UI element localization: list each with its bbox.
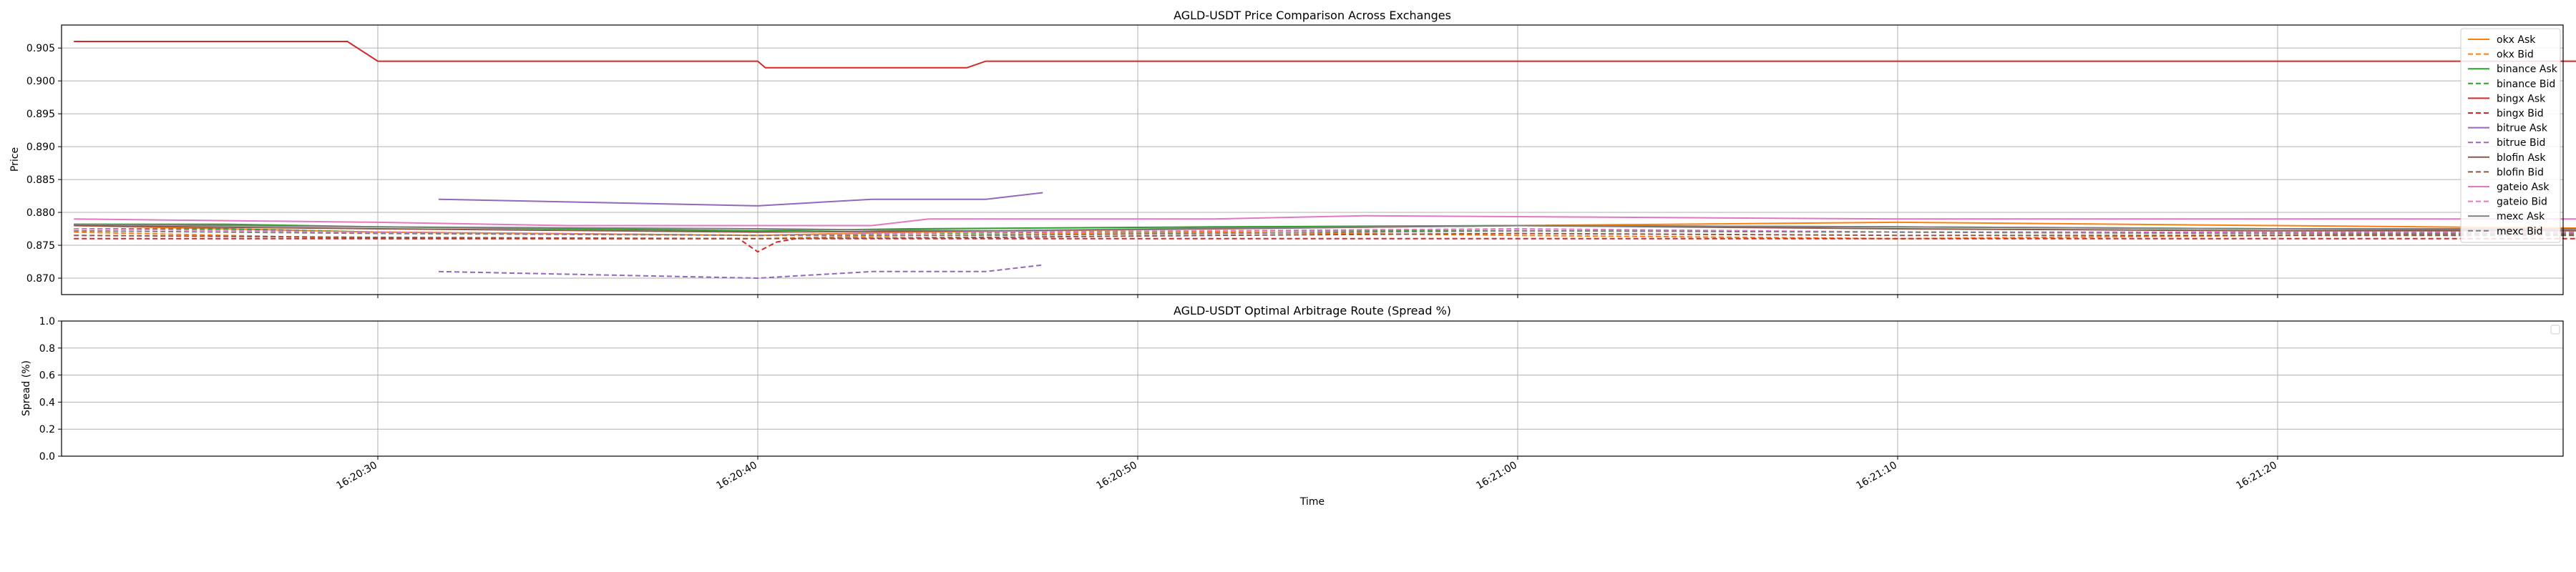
legend-label: binance Ask xyxy=(2497,64,2558,75)
series-line xyxy=(74,232,2576,240)
legend-label: gateio Bid xyxy=(2497,197,2547,208)
x-tick-label: 16:20:40 xyxy=(715,460,759,492)
y-tick-label: 0.880 xyxy=(26,207,55,219)
x-tick-label: 16:21:00 xyxy=(1475,460,1519,492)
y-tick-label: 1.0 xyxy=(39,316,55,327)
price-chart-ylabel: Price xyxy=(9,147,21,172)
spread-chart: AGLD-USDT Optimal Arbitrage Route (Sprea… xyxy=(21,304,2564,508)
legend-label: binance Bid xyxy=(2497,79,2555,90)
spread-chart-grid xyxy=(62,320,2563,457)
spread-legend-box xyxy=(2550,325,2560,335)
series-line xyxy=(74,41,2576,69)
price-chart-frame xyxy=(61,24,2564,295)
price-chart-series xyxy=(74,41,2576,280)
y-tick-label: 0.8 xyxy=(39,343,55,355)
y-tick-label: 0.895 xyxy=(26,109,55,120)
price-chart-title: AGLD-USDT Price Comparison Across Exchan… xyxy=(1174,9,1451,22)
legend-label: blofin Ask xyxy=(2497,152,2546,164)
x-tick-label: 16:20:50 xyxy=(1095,460,1139,492)
legend-label: bitrue Bid xyxy=(2497,137,2545,149)
y-tick-label: 0.6 xyxy=(39,370,55,382)
price-chart-legend: okx Ask okx Bid binance Ask binance Bid bing… xyxy=(2460,28,2561,243)
legend-box xyxy=(2460,28,2561,243)
legend-label: blofin Bid xyxy=(2497,167,2544,178)
legend-label: bitrue Ask xyxy=(2497,123,2548,134)
spread-chart-frame xyxy=(61,320,2564,457)
spread-chart-ylabel: Spread (%) xyxy=(21,360,32,416)
price-comparison-chart: AGLD-USDT Price Comparison Across Exchan… xyxy=(9,9,2576,298)
series-line xyxy=(438,264,1043,280)
legend-label: okx Ask xyxy=(2497,34,2536,46)
legend-label: bingx Ask xyxy=(2497,93,2546,104)
y-tick-label: 0.870 xyxy=(26,273,55,285)
price-chart-grid xyxy=(62,25,2563,295)
y-tick-label: 0.905 xyxy=(26,43,55,54)
spread-chart-y-ticks: 0.0 0.2 0.4 0.6 0.8 1.0 xyxy=(39,316,62,463)
legend-label: bingx Bid xyxy=(2497,108,2544,119)
legend-label: okx Bid xyxy=(2497,49,2534,61)
y-tick-label: 0.885 xyxy=(26,174,55,186)
x-tick-label: 16:20:30 xyxy=(335,460,379,492)
x-tick-label: 16:21:20 xyxy=(2235,460,2279,492)
series-line xyxy=(74,214,2576,227)
y-tick-label: 0.875 xyxy=(26,240,55,252)
price-chart-y-ticks: 0.870 0.875 0.880 0.885 0.890 0.895 0.900 0.905 xyxy=(26,43,62,285)
spread-chart-xlabel: Time xyxy=(1299,496,1324,508)
y-tick-label: 0.890 xyxy=(26,142,55,153)
y-tick-label: 0.900 xyxy=(26,76,55,87)
legend-label: mexc Bid xyxy=(2497,226,2543,237)
y-tick-label: 0.0 xyxy=(39,451,55,463)
y-tick-label: 0.2 xyxy=(39,424,55,435)
series-line xyxy=(438,192,1043,207)
spread-chart-title: AGLD-USDT Optimal Arbitrage Route (Sprea… xyxy=(1174,304,1451,317)
x-tick-label: 16:21:10 xyxy=(1855,460,1899,492)
spread-chart-x-ticks: 16:20:30 16:20:40 16:20:50 16:21:00 16:21:10… xyxy=(335,456,2279,492)
price-chart-x-ticks xyxy=(377,295,2278,298)
legend-label: gateio Ask xyxy=(2497,182,2550,193)
y-tick-label: 0.4 xyxy=(39,397,55,408)
legend-label: mexc Ask xyxy=(2497,211,2545,222)
